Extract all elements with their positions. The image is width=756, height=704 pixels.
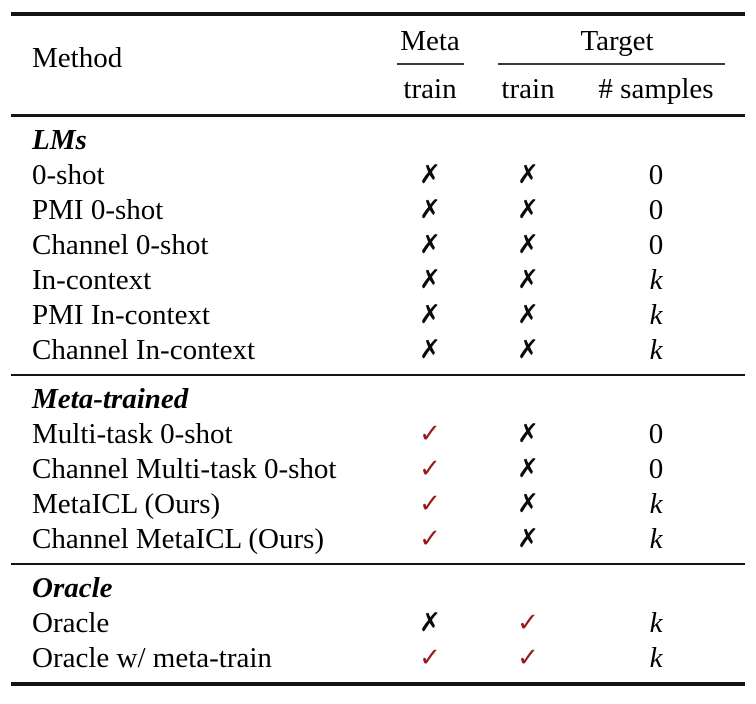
target-train-mark: ✗ <box>517 160 539 190</box>
method-cell: Channel Multi-task 0-shot <box>32 453 337 485</box>
table-row: 0-shot ✗ ✗ 0 <box>11 158 745 193</box>
target-train-mark: ✓ <box>517 608 539 638</box>
samples-cell: k <box>649 264 663 296</box>
samples-cell: k <box>649 488 663 520</box>
table-row: Channel In-context ✗ ✗ k <box>11 333 745 375</box>
section-oracle: Oracle Oracle ✗ ✓ k Oracle w/ meta-train… <box>11 564 745 684</box>
column-header-meta-train: train <box>403 73 457 105</box>
target-train-mark: ✗ <box>517 335 539 365</box>
meta-train-mark: ✗ <box>419 230 441 260</box>
samples-cell: 0 <box>648 453 664 485</box>
method-cell: Oracle w/ meta-train <box>32 642 272 674</box>
method-comparison-table: Method Meta Target train train # samples… <box>11 12 745 686</box>
meta-train-mark: ✓ <box>419 643 441 673</box>
table-row: PMI 0-shot ✗ ✗ 0 <box>11 193 745 228</box>
section-title: Oracle <box>32 572 113 604</box>
samples-cell: 0 <box>648 159 664 191</box>
section-title-row: Meta-trained <box>11 375 745 417</box>
column-group-target: Target <box>489 14 745 65</box>
meta-train-mark: ✓ <box>419 489 441 519</box>
section-meta-trained: Meta-trained Multi-task 0-shot ✓ ✗ 0 Cha… <box>11 375 745 564</box>
section-title: LMs <box>32 124 87 156</box>
table-row: Channel Multi-task 0-shot ✓ ✗ 0 <box>11 452 745 487</box>
method-cell: In-context <box>32 264 152 296</box>
method-cell: Channel 0-shot <box>32 229 209 261</box>
meta-train-mark: ✗ <box>419 160 441 190</box>
meta-train-mark: ✗ <box>419 608 441 638</box>
section-title-row: Oracle <box>11 564 745 606</box>
section-title-row: LMs <box>11 116 745 159</box>
meta-train-mark: ✗ <box>419 335 441 365</box>
table-row: Channel MetaICL (Ours) ✓ ✗ k <box>11 522 745 564</box>
meta-train-mark: ✗ <box>419 265 441 295</box>
target-train-mark: ✗ <box>517 489 539 519</box>
column-header-target-train: train <box>501 73 555 105</box>
samples-cell: k <box>649 523 663 555</box>
meta-train-mark: ✓ <box>419 419 441 449</box>
column-group-meta-label: Meta <box>400 25 460 57</box>
target-train-mark: ✗ <box>517 195 539 225</box>
table-row: Oracle ✗ ✓ k <box>11 606 745 641</box>
target-train-mark: ✗ <box>517 230 539 260</box>
table-row: MetaICL (Ours) ✓ ✗ k <box>11 487 745 522</box>
target-group-underline <box>498 63 725 65</box>
table-header: Method Meta Target train train # samples <box>11 14 745 116</box>
samples-cell: 0 <box>648 229 664 261</box>
column-group-target-label: Target <box>580 25 654 57</box>
method-cell: MetaICL (Ours) <box>32 488 221 520</box>
meta-train-mark: ✗ <box>419 300 441 330</box>
header-sub-row: train train # samples <box>11 65 745 116</box>
header-group-row: Method Meta Target <box>11 14 745 74</box>
method-cell: Oracle <box>32 607 110 639</box>
column-header-num-samples: # samples <box>598 73 714 105</box>
method-cell: Channel In-context <box>32 334 256 366</box>
meta-train-mark: ✓ <box>419 454 441 484</box>
table-row: In-context ✗ ✗ k <box>11 263 745 298</box>
samples-cell: k <box>649 642 663 674</box>
samples-cell: 0 <box>648 194 664 226</box>
samples-cell: k <box>649 299 663 331</box>
table-row: Channel 0-shot ✗ ✗ 0 <box>11 228 745 263</box>
method-cell: PMI In-context <box>32 299 210 331</box>
samples-cell: 0 <box>648 418 664 450</box>
target-train-mark: ✗ <box>517 300 539 330</box>
column-header-method-label: Method <box>32 41 123 74</box>
column-header-method: Method <box>11 14 371 116</box>
column-group-meta: Meta <box>371 14 489 65</box>
samples-cell: k <box>649 334 663 366</box>
table-row: Oracle w/ meta-train ✓ ✓ k <box>11 641 745 684</box>
table-row: PMI In-context ✗ ✗ k <box>11 298 745 333</box>
target-train-mark: ✗ <box>517 454 539 484</box>
target-train-mark: ✓ <box>517 643 539 673</box>
samples-cell: k <box>649 607 663 639</box>
section-title: Meta-trained <box>32 383 189 415</box>
target-train-mark: ✗ <box>517 419 539 449</box>
meta-train-mark: ✗ <box>419 195 441 225</box>
method-cell: Multi-task 0-shot <box>32 418 233 450</box>
meta-train-mark: ✓ <box>419 524 441 554</box>
target-train-mark: ✗ <box>517 265 539 295</box>
target-train-mark: ✗ <box>517 524 539 554</box>
method-cell: PMI 0-shot <box>32 194 164 226</box>
method-cell: Channel MetaICL (Ours) <box>32 523 325 555</box>
meta-group-underline <box>396 63 464 65</box>
method-cell: 0-shot <box>32 159 105 191</box>
table-row: Multi-task 0-shot ✓ ✗ 0 <box>11 417 745 452</box>
section-lms: LMs 0-shot ✗ ✗ 0 PMI 0-shot ✗ ✗ 0 Channe… <box>11 116 745 376</box>
